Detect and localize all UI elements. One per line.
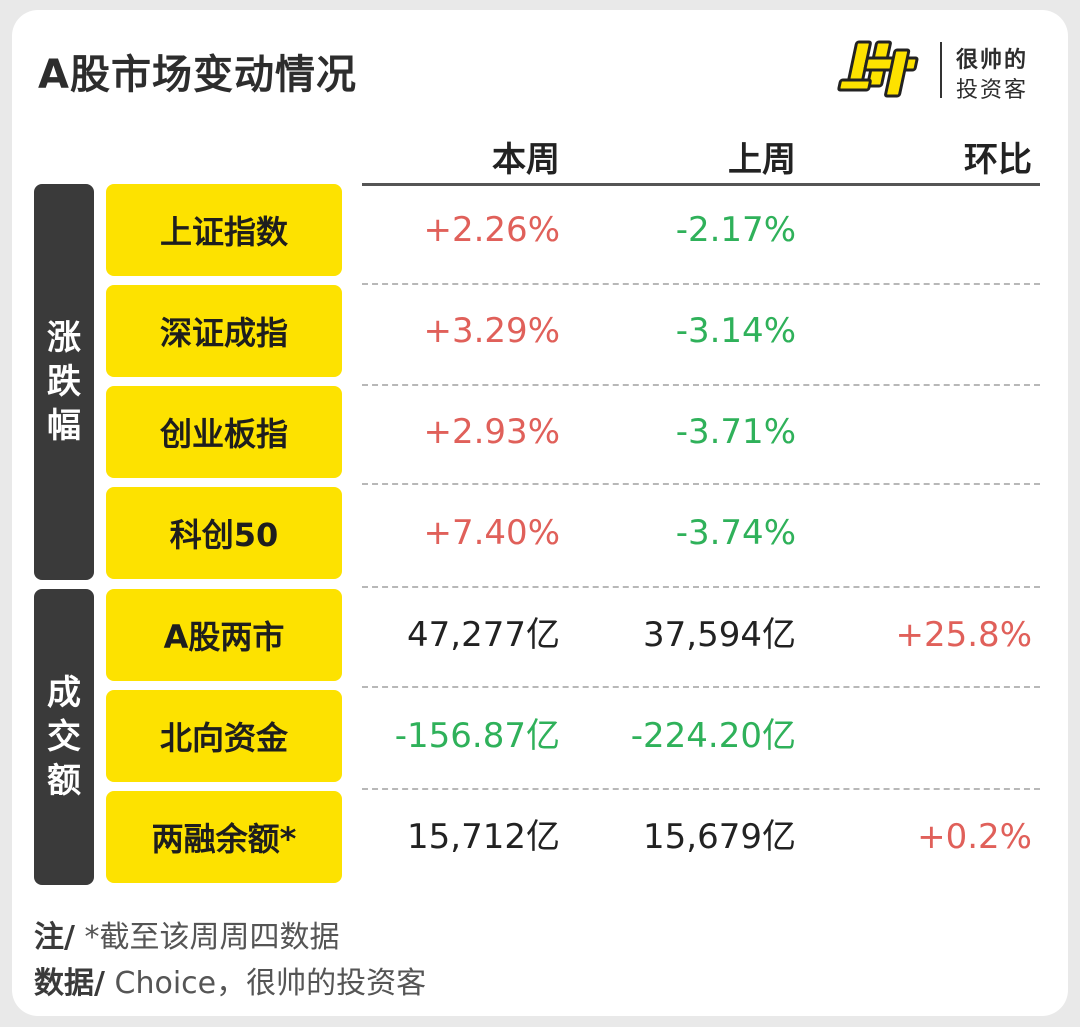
logo-mark-icon [837,40,919,98]
row-divider [362,483,1040,485]
this-week-value: 47,277亿 [407,615,560,655]
this-week-value: +2.93% [423,412,561,452]
row-label-northbound: 北向资金 [106,690,342,782]
row-divider [362,283,1040,285]
row-label-szse: 深证成指 [106,285,342,377]
row-label-star50: 科创50 [106,487,342,579]
change-value: +25.8% [895,615,1033,655]
last-week-value: 37,594亿 [643,615,796,655]
logo: 很帅的 投资客 [836,36,1046,103]
last-week-value: -3.74% [675,513,796,553]
column-header-this-week: 本周 [492,140,560,180]
source-note: 数据/ Choice，很帅的投资客 [34,958,426,1002]
row-label-sse: 上证指数 [106,184,342,276]
group-price-change: 涨 跌 幅 [34,184,94,580]
row-divider [362,686,1040,688]
footnote: 注/ *截至该周周四数据 [34,912,340,956]
logo-divider [940,42,942,98]
source-prefix: 数据/ [34,966,105,1001]
row-divider [362,384,1040,386]
row-divider [362,586,1040,588]
change-value: +0.2% [917,817,1032,857]
this-week-value: +2.26% [423,210,561,250]
group-label-char: 涨 [47,318,81,358]
last-week-value: -3.71% [675,412,796,452]
change-value [812,386,1032,478]
group-turnover: 成 交 额 [34,589,94,885]
footnote-text: *截至该周周四数据 [74,920,340,955]
group-label-char: 额 [47,761,81,801]
group-label-char: 成 [47,673,81,713]
header-rule [362,183,1040,186]
last-week-value: -224.20亿 [630,716,796,756]
footnote-prefix: 注/ [34,920,75,955]
row-label-chinext: 创业板指 [106,386,342,478]
page-title: A股市场变动情况 [38,52,357,98]
column-header-change: 环比 [964,140,1032,180]
change-value [812,487,1032,579]
change-value [812,285,1032,377]
column-header-last-week: 上周 [728,140,796,180]
group-label-char: 幅 [47,406,81,446]
last-week-value: -2.17% [675,210,796,250]
row-label-a-share-turnover: A股两市 [106,589,342,681]
last-week-value: -3.14% [675,311,796,351]
this-week-value: 15,712亿 [407,817,560,857]
group-label-char: 跌 [47,362,81,402]
this-week-value: +3.29% [423,311,561,351]
change-value [812,184,1032,276]
this-week-value: -156.87亿 [394,716,560,756]
source-text: Choice，很帅的投资客 [104,966,427,1001]
last-week-value: 15,679亿 [643,817,796,857]
this-week-value: +7.40% [423,513,561,553]
logo-text-line1: 很帅的 [956,48,1029,73]
row-divider [362,788,1040,790]
row-label-margin-balance: 两融余额* [106,791,342,883]
logo-text-line2: 投资客 [956,78,1029,103]
group-label-char: 交 [47,717,81,757]
change-value [812,690,1032,782]
